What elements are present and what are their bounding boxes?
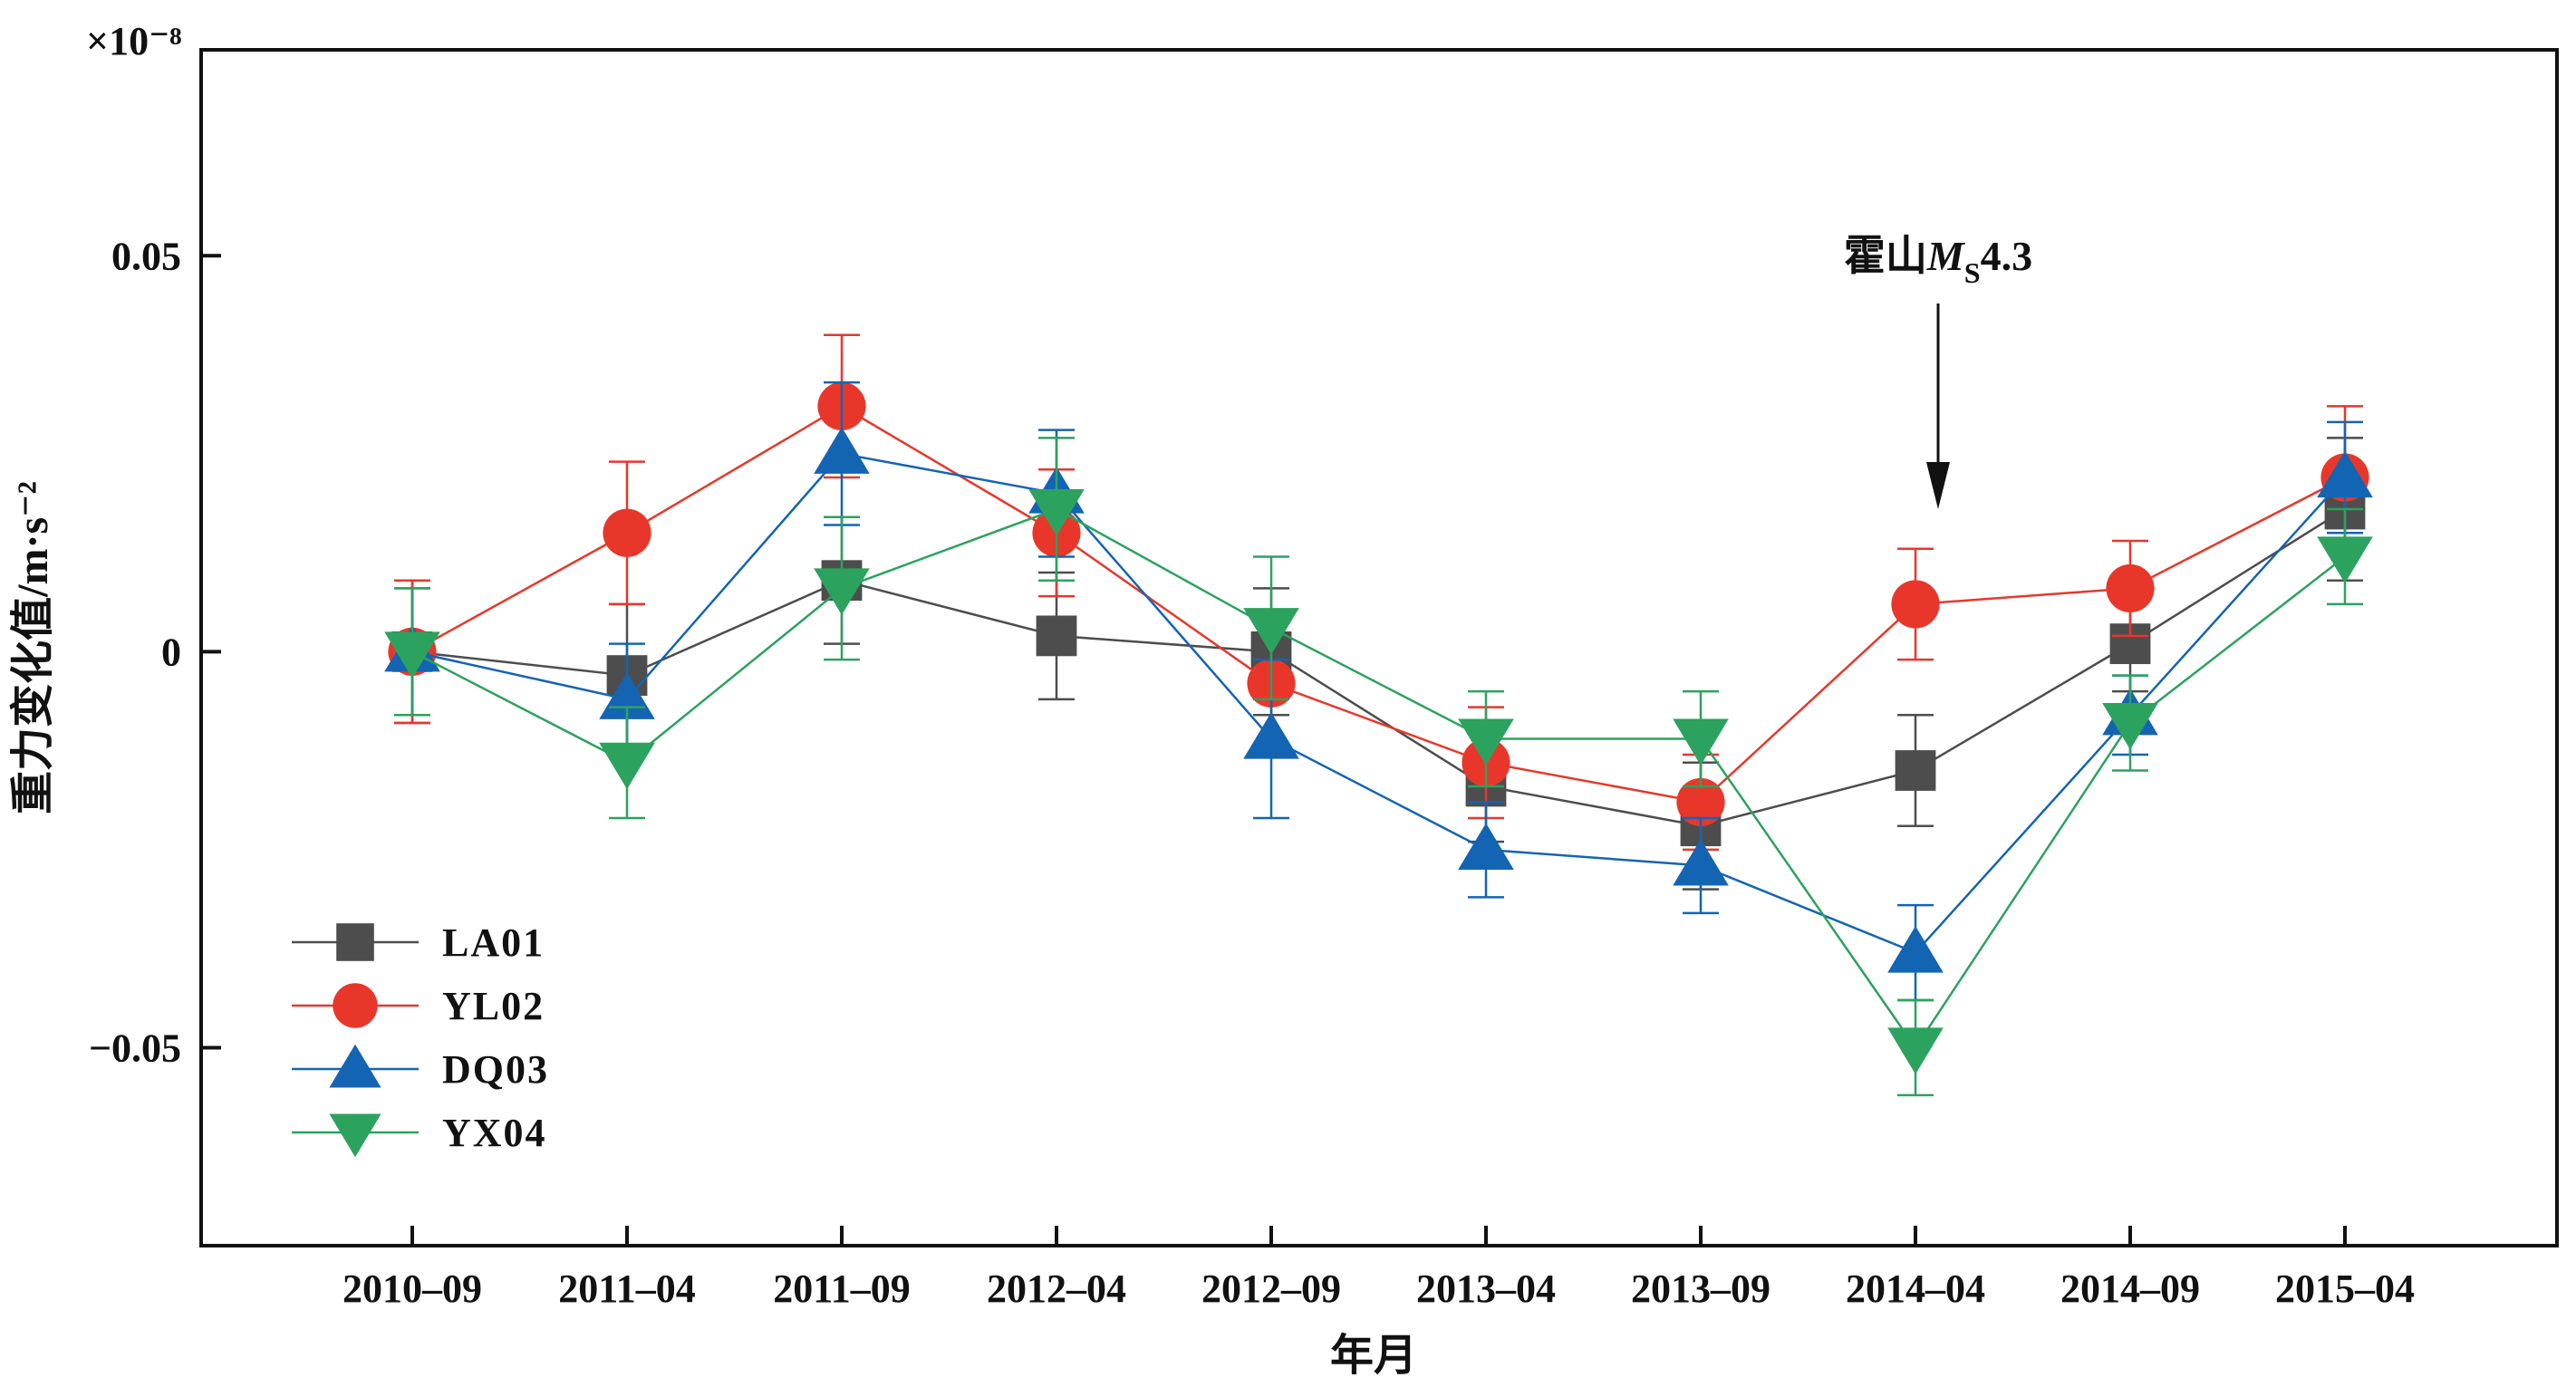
- x-tick-label: 2014–04: [1846, 1267, 1985, 1311]
- x-tick-label: 2013–04: [1416, 1267, 1556, 1311]
- series-line: [411, 404, 2346, 804]
- x-axis-ticks: 2010–09 2011–04 2011–09 2012–04 2012–09 2013–…: [343, 1226, 2415, 1311]
- legend-item-la01: LA01: [292, 920, 545, 965]
- data-point: [1895, 750, 1936, 791]
- data-point: [1673, 838, 1729, 886]
- y-axis-title: 重力变化值/m·s⁻²: [9, 481, 57, 814]
- data-point: [1673, 718, 1729, 766]
- legend-marker: [333, 983, 378, 1028]
- x-tick-label: 2013–09: [1631, 1267, 1770, 1311]
- y-tick-label: 0.05: [111, 234, 181, 278]
- data-point: [2102, 702, 2158, 750]
- legend: LA01 YL02 DQ03 YX04: [292, 920, 549, 1158]
- legend-marker: [336, 923, 374, 961]
- data-point: [814, 568, 870, 615]
- data-point: [1243, 712, 1299, 759]
- annotation-label: 霍山MS4.3: [1844, 233, 2032, 289]
- legend-item-dq03: DQ03: [292, 1044, 549, 1092]
- earthquake-annotation: 霍山MS4.3: [1844, 233, 2032, 509]
- y-axis-ticks: 0.05 0 −0.05: [89, 234, 221, 1070]
- legend-item-yl02: YL02: [292, 983, 545, 1028]
- plot-frame: [199, 48, 2559, 1247]
- legend-label: YX04: [442, 1111, 547, 1155]
- series-line: [411, 452, 2346, 955]
- series-yx04: [384, 437, 2373, 1097]
- data-point: [599, 742, 655, 790]
- x-tick-label: 2014–09: [2060, 1267, 2200, 1311]
- data-point: [1036, 615, 1077, 657]
- x-tick-label: 2010–09: [343, 1267, 482, 1311]
- legend-item-yx04: YX04: [292, 1111, 547, 1158]
- x-tick-label: 2015–04: [2275, 1267, 2415, 1311]
- series-line: [411, 507, 2346, 827]
- data-point: [1887, 926, 1944, 973]
- data-point: [1028, 488, 1085, 536]
- legend-marker: [329, 1044, 381, 1088]
- y-tick-label: −0.05: [89, 1026, 181, 1070]
- data-point: [1458, 823, 1514, 870]
- y-axis-multiplier: ×10⁻⁸: [86, 19, 182, 63]
- x-tick-label: 2011–04: [558, 1267, 696, 1311]
- data-point: [384, 631, 440, 679]
- annotation-arrow-head: [1926, 462, 1950, 509]
- legend-marker: [329, 1113, 381, 1158]
- data-point: [814, 427, 870, 474]
- data-point: [1676, 777, 1725, 827]
- series-yl02: [388, 333, 2369, 852]
- data-point: [2317, 450, 2373, 498]
- legend-label: DQ03: [442, 1047, 549, 1092]
- data-point: [2317, 536, 2373, 583]
- data-point: [1887, 1027, 1944, 1074]
- series-layer: [384, 333, 2373, 1097]
- series-dq03: [384, 380, 2373, 1002]
- series-line: [411, 507, 2346, 1050]
- series-la01: [391, 437, 2366, 891]
- legend-label: LA01: [442, 920, 545, 965]
- data-point: [2106, 563, 2155, 613]
- legend-label: YL02: [442, 984, 545, 1028]
- x-tick-label: 2012–04: [987, 1267, 1126, 1311]
- y-tick-label: 0: [161, 630, 181, 674]
- data-point: [1243, 608, 1299, 655]
- data-point: [1891, 580, 1940, 629]
- x-tick-label: 2012–09: [1201, 1267, 1341, 1311]
- x-tick-label: 2011–09: [773, 1267, 911, 1311]
- data-point: [1458, 718, 1514, 766]
- data-point: [603, 508, 651, 557]
- x-axis-title: 年月: [1330, 1332, 1417, 1380]
